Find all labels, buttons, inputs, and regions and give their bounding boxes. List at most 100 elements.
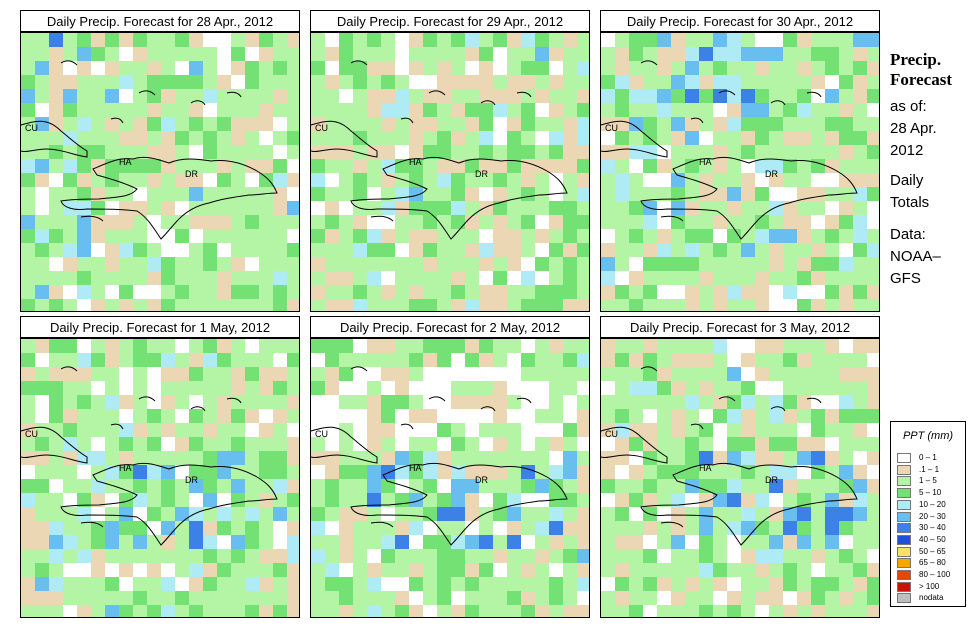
precip-cell (175, 103, 190, 118)
precip-cell (91, 47, 106, 62)
precip-cell (755, 381, 770, 396)
precip-cell (615, 145, 630, 160)
precip-cell (175, 395, 190, 410)
precip-cell (203, 479, 218, 494)
precip-cell (203, 507, 218, 522)
precip-cell (259, 339, 274, 354)
precip-cell (231, 201, 246, 216)
precip-cell (451, 117, 466, 132)
precip-cell (853, 451, 868, 466)
precip-cell (601, 215, 616, 230)
precip-cell (699, 437, 714, 452)
precip-cell (643, 493, 658, 508)
legend-label: 0 – 1 (919, 453, 937, 462)
precip-cell (217, 465, 232, 480)
precip-cell (685, 145, 700, 160)
precip-cell (381, 507, 396, 522)
precip-cell (615, 479, 630, 494)
precip-cell (713, 215, 728, 230)
precip-cell (853, 131, 868, 146)
precip-cell (521, 257, 536, 272)
precip-cell (577, 381, 589, 396)
coastline-path (60, 156, 278, 240)
precip-cell (741, 507, 756, 522)
precip-cell (563, 145, 578, 160)
precip-cell (549, 131, 564, 146)
precip-cell (685, 75, 700, 90)
precip-cell (287, 437, 299, 452)
precip-cell (493, 465, 508, 480)
precip-cell (409, 367, 424, 382)
precip-cell (339, 591, 354, 606)
precip-cell (521, 367, 536, 382)
precip-cell (339, 285, 354, 300)
precip-cell (629, 605, 644, 617)
precip-cell (671, 381, 686, 396)
precip-cell (479, 535, 494, 550)
precip-cell (35, 395, 50, 410)
precip-cell (811, 479, 826, 494)
precip-cell (91, 535, 106, 550)
precip-cell (175, 437, 190, 452)
precip-cell (395, 353, 410, 368)
precip-cell (657, 173, 672, 188)
precip-cell (63, 159, 78, 174)
precip-cell (231, 521, 246, 536)
precip-cell (465, 563, 480, 578)
precip-cell (853, 257, 868, 272)
precip-cell (353, 187, 368, 202)
precip-cell (119, 409, 134, 424)
precip-cell (105, 381, 120, 396)
precip-cell (783, 187, 798, 202)
precip-cell (105, 145, 120, 160)
precip-cell (727, 563, 742, 578)
precip-cell (797, 201, 812, 216)
precip-cell (245, 33, 260, 48)
precip-cell (35, 507, 50, 522)
coastlines (21, 366, 278, 546)
precip-cell (615, 423, 630, 438)
precip-cell (287, 271, 299, 286)
precip-cell (783, 591, 798, 606)
precip-cell (535, 353, 550, 368)
precip-cell (741, 201, 756, 216)
precip-cell (671, 535, 686, 550)
precip-cell (311, 89, 326, 104)
precip-cell (451, 437, 466, 452)
precip-cell (615, 299, 630, 311)
precip-cell (601, 131, 616, 146)
precip-cell (147, 479, 162, 494)
precip-cell (783, 339, 798, 354)
precip-cell (825, 577, 840, 592)
precip-cell (671, 299, 686, 311)
precip-cell (811, 605, 826, 617)
panel-title: Daily Precip. Forecast for 28 Apr., 2012 (20, 10, 300, 32)
precip-cell (853, 89, 868, 104)
precip-cell (245, 605, 260, 617)
precip-cell (231, 131, 246, 146)
precip-cell (105, 257, 120, 272)
precip-cell (811, 591, 826, 606)
precip-cell (629, 159, 644, 174)
precip-cell (507, 131, 522, 146)
precip-cell (147, 577, 162, 592)
precip-cell (451, 89, 466, 104)
precip-cell (507, 507, 522, 522)
precip-cell (35, 563, 50, 578)
precip-cell (367, 339, 382, 354)
precip-cell (245, 47, 260, 62)
precip-cell (21, 409, 36, 424)
precip-cell (437, 117, 452, 132)
precip-cell (381, 451, 396, 466)
precip-cell (353, 159, 368, 174)
precip-cell (727, 577, 742, 592)
country-label-haiti: HA (409, 157, 422, 167)
precip-cell (657, 381, 672, 396)
precip-cell (465, 201, 480, 216)
precip-cell (367, 89, 382, 104)
precip-cell (713, 47, 728, 62)
precip-cell (105, 243, 120, 258)
precip-cell (615, 591, 630, 606)
precip-cell (77, 353, 92, 368)
